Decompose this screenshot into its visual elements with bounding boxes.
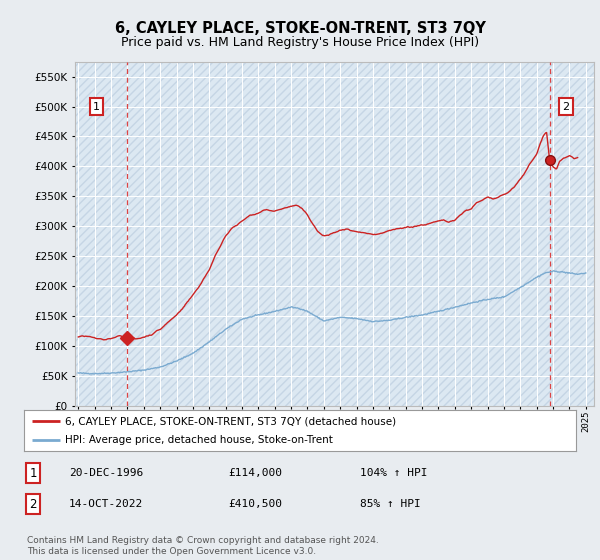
- Text: £410,500: £410,500: [228, 499, 282, 509]
- Text: 20-DEC-1996: 20-DEC-1996: [69, 468, 143, 478]
- Text: 2: 2: [29, 497, 37, 511]
- Text: 1: 1: [29, 466, 37, 480]
- Text: Contains HM Land Registry data © Crown copyright and database right 2024.
This d: Contains HM Land Registry data © Crown c…: [27, 536, 379, 556]
- Text: 104% ↑ HPI: 104% ↑ HPI: [360, 468, 427, 478]
- Text: 85% ↑ HPI: 85% ↑ HPI: [360, 499, 421, 509]
- Text: 2: 2: [563, 101, 570, 111]
- Text: 1: 1: [93, 101, 100, 111]
- Text: 6, CAYLEY PLACE, STOKE-ON-TRENT, ST3 7QY (detached house): 6, CAYLEY PLACE, STOKE-ON-TRENT, ST3 7QY…: [65, 417, 397, 426]
- Text: £114,000: £114,000: [228, 468, 282, 478]
- Text: Price paid vs. HM Land Registry's House Price Index (HPI): Price paid vs. HM Land Registry's House …: [121, 36, 479, 49]
- Text: HPI: Average price, detached house, Stoke-on-Trent: HPI: Average price, detached house, Stok…: [65, 435, 333, 445]
- Text: 14-OCT-2022: 14-OCT-2022: [69, 499, 143, 509]
- Text: 6, CAYLEY PLACE, STOKE-ON-TRENT, ST3 7QY: 6, CAYLEY PLACE, STOKE-ON-TRENT, ST3 7QY: [115, 21, 485, 36]
